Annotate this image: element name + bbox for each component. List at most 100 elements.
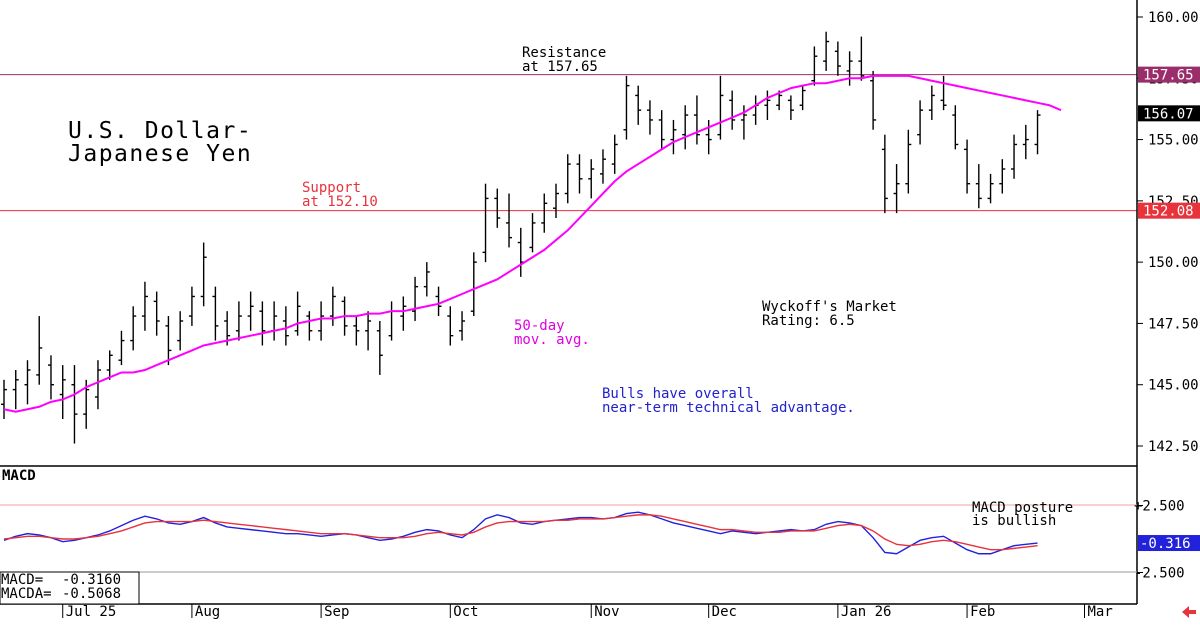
date-tick-label: Mar — [1088, 604, 1113, 620]
price-bar — [259, 301, 266, 346]
support-label-line-1: Support — [302, 180, 361, 196]
price-bar — [412, 276, 419, 321]
price-bar — [729, 90, 736, 130]
price-bar — [494, 188, 501, 228]
date-tick-label: Aug — [195, 604, 220, 620]
macd-tick-label: +2.500 — [1134, 499, 1185, 515]
price-bar — [118, 330, 125, 366]
price-bar — [834, 41, 841, 76]
price-tick-label: 155.00 — [1148, 133, 1199, 149]
macd-note-line-1: MACD posture — [972, 500, 1073, 516]
support-price-tag-bg — [1138, 202, 1200, 219]
price-bar — [787, 95, 794, 120]
price-bar — [141, 281, 148, 331]
macd-series-macda — [3, 514, 1038, 551]
price-bar — [846, 51, 853, 86]
price-bar — [200, 242, 207, 307]
price-bar — [717, 75, 724, 140]
price-bar — [623, 75, 630, 140]
price-bar — [106, 350, 113, 380]
price-bar — [799, 85, 806, 111]
price-bar — [212, 286, 219, 341]
resistance-price-tag: 157.65 — [1143, 68, 1194, 84]
price-bar — [447, 306, 454, 346]
price-bar — [893, 164, 900, 214]
macd-readout-box — [0, 571, 140, 605]
price-bar — [1022, 124, 1029, 160]
price-bar — [764, 90, 771, 120]
date-tick-label: Jan 26 — [841, 604, 892, 620]
price-bar — [459, 311, 466, 341]
price-bar — [188, 286, 195, 326]
price-bar — [130, 306, 137, 351]
price-bar — [12, 370, 19, 410]
left-arrow-icon[interactable] — [1182, 606, 1196, 618]
price-bar — [306, 311, 313, 341]
macd-series-macd — [3, 511, 1038, 555]
price-bar — [975, 164, 982, 209]
support-price-tag: 152.08 — [1143, 204, 1194, 220]
bulls-label-line-2: near-term technical advantage. — [602, 400, 855, 416]
price-bar — [705, 119, 712, 155]
price-bar — [541, 193, 548, 233]
macda-readout-label: MACDA= — [1, 586, 52, 602]
price-bar — [423, 262, 430, 297]
price-bar — [646, 100, 653, 135]
price-bar — [682, 105, 689, 150]
price-bar — [177, 311, 184, 351]
price-bar — [917, 100, 924, 145]
price-bar — [599, 149, 606, 184]
price-bar — [353, 316, 360, 346]
price-bar — [506, 193, 513, 248]
price-bar — [611, 134, 618, 174]
macd-last-tag-bg — [1138, 535, 1200, 552]
date-tick-label: Dec — [712, 604, 737, 620]
moving-average-line — [3, 74, 1062, 413]
price-bar — [47, 355, 54, 400]
price-bar — [376, 320, 383, 375]
macd-last-tag: -0.316 — [1140, 536, 1191, 552]
macd-lines — [3, 511, 1038, 555]
price-tick-label: 142.50 — [1148, 439, 1199, 455]
price-bar — [24, 360, 31, 405]
price-bar — [553, 183, 559, 219]
price-bar — [235, 301, 242, 341]
support-label-line-2: at 152.10 — [302, 194, 378, 210]
chart-title-line-2: Japanese Yen — [68, 141, 252, 167]
price-bar — [964, 139, 971, 194]
price-bar — [870, 70, 877, 130]
date-tick-label: Sep — [324, 604, 349, 620]
price-bar — [952, 105, 959, 150]
price-bar — [482, 183, 489, 263]
price-bar — [435, 286, 442, 317]
macd-note-line-2: is bullish — [972, 513, 1056, 529]
last-price-tag: 156.07 — [1143, 106, 1194, 122]
price-bar — [365, 311, 372, 351]
rating-label-line-1: Wyckoff's Market — [762, 299, 897, 315]
price-bars — [1, 31, 1041, 444]
price-bar — [153, 291, 160, 336]
price-bar — [635, 85, 642, 125]
moving-average-layer — [3, 74, 1062, 413]
price-tick-label: 147.50 — [1148, 316, 1199, 332]
ma-label-line-2: mov. avg. — [514, 332, 590, 348]
price-bar — [858, 36, 865, 81]
price-bar — [881, 134, 888, 214]
price-bar — [1011, 134, 1018, 179]
price-bar — [564, 154, 571, 204]
price-bar — [282, 306, 289, 346]
price-bar — [693, 95, 700, 145]
price-bar — [247, 291, 254, 331]
price-tick-label: 150.00 — [1148, 255, 1199, 271]
price-bar — [470, 252, 477, 317]
bulls-label-line-1: Bulls have overall — [602, 386, 754, 402]
rating-label-line-2: Rating: 6.5 — [762, 313, 855, 329]
price-bar — [987, 173, 994, 204]
date-tick-label: Jul 25 — [66, 604, 117, 620]
macd-panel-title: MACD — [2, 468, 36, 484]
price-bar — [71, 365, 78, 444]
price-bar — [658, 110, 665, 150]
date-axis: Jul 25 Aug Sep Oct Nov Dec Jan 26 Feb Mar — [62, 604, 1113, 620]
price-bar — [576, 154, 583, 194]
